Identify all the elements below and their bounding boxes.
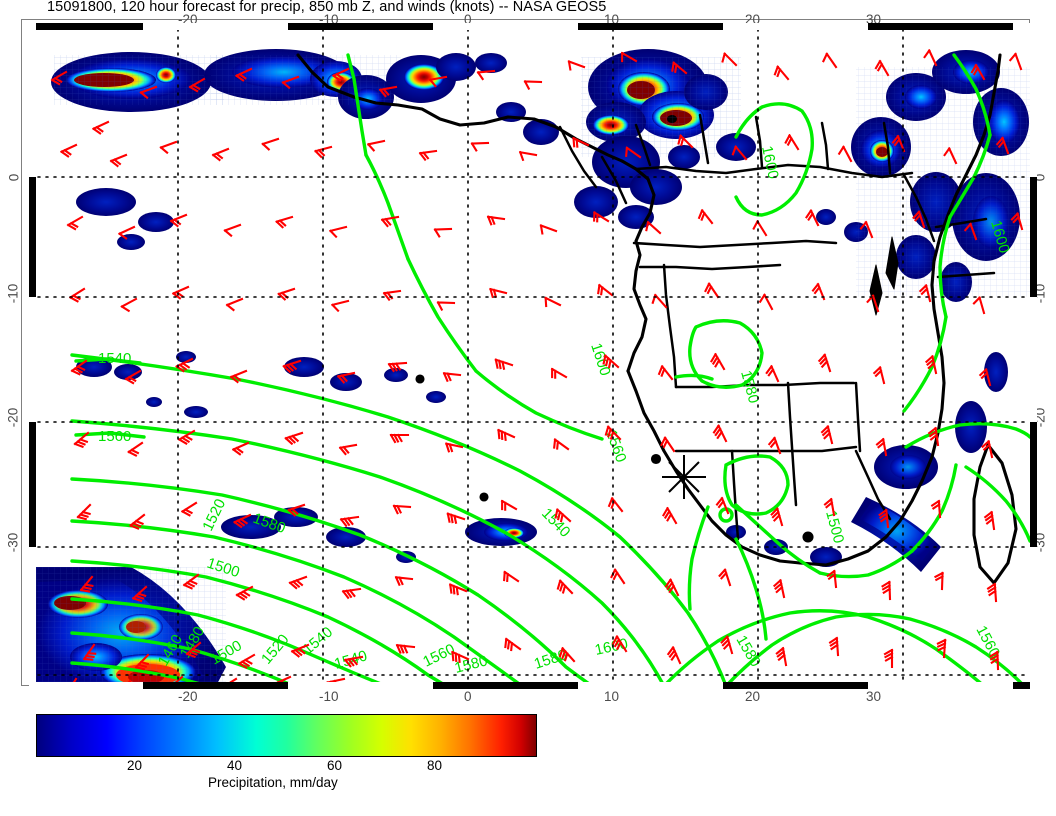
frame-bottom-seg-3 bbox=[433, 682, 578, 689]
map-canvas: 1540 1560 1580 1540 1560 1580 1600 1600 … bbox=[36, 27, 1030, 686]
x-tick-bottom-2: 0 bbox=[464, 689, 472, 704]
frame-left-seg-4 bbox=[29, 547, 36, 686]
colorbar-tick-20: 20 bbox=[127, 758, 143, 773]
colorbar-gradient bbox=[37, 715, 536, 756]
coastline-layer bbox=[296, 53, 1018, 585]
colorbar-caption: Precipitation, mm/day bbox=[208, 775, 338, 790]
contour-label-1560: 1560 bbox=[98, 428, 131, 445]
page-title: 15091800, 120 hour forecast for precip, … bbox=[47, 0, 607, 15]
y-tick-left-3: -30 bbox=[5, 532, 21, 553]
x-tick-bottom-0: -20 bbox=[178, 689, 198, 704]
height-contour-layer bbox=[70, 53, 1030, 686]
frame-top-seg-7 bbox=[1013, 23, 1030, 30]
frame-right-seg-4 bbox=[1030, 547, 1037, 686]
y-tick-left-0: 0 bbox=[6, 173, 22, 182]
colorbar-tick-40: 40 bbox=[227, 758, 243, 773]
contour-label-1540: 1540 bbox=[98, 350, 131, 367]
frame-left-seg-2 bbox=[29, 297, 36, 422]
frame-right-seg-2 bbox=[1030, 297, 1037, 422]
frame-right-seg-1 bbox=[1030, 177, 1037, 297]
colorbar-tick-80: 80 bbox=[427, 758, 443, 773]
station-marker bbox=[662, 455, 706, 499]
frame-bottom-seg-5 bbox=[723, 682, 868, 689]
x-tick-bottom-1: -10 bbox=[319, 689, 339, 704]
frame-bottom-seg-0 bbox=[36, 682, 143, 689]
frame-left-seg-0 bbox=[29, 27, 36, 177]
frame-left-seg-3 bbox=[29, 422, 36, 547]
frame-bottom-seg-4 bbox=[578, 682, 723, 689]
contour-label-1600a: 1600 bbox=[758, 144, 782, 180]
frame-top-seg-3 bbox=[433, 23, 578, 30]
gridline-layer bbox=[37, 28, 1029, 685]
frame-bottom-seg-1 bbox=[143, 682, 288, 689]
frame-left-seg-1 bbox=[29, 177, 36, 297]
frame-top-seg-6 bbox=[868, 23, 1013, 30]
x-tick-top-2: 0 bbox=[464, 12, 472, 27]
frame-top-seg-0 bbox=[36, 23, 143, 30]
frame-top-seg-5 bbox=[723, 23, 868, 30]
frame-bottom-seg-2 bbox=[288, 682, 433, 689]
frame-top-seg-2 bbox=[288, 23, 433, 30]
x-tick-bottom-5: 30 bbox=[866, 689, 882, 704]
frame-right-seg-0 bbox=[1030, 27, 1037, 177]
y-tick-left-2: -20 bbox=[5, 407, 21, 428]
frame-top-seg-4 bbox=[578, 23, 723, 30]
y-tick-left-1: -10 bbox=[5, 283, 21, 304]
frame-top-seg-1 bbox=[143, 23, 288, 30]
colorbar-tick-60: 60 bbox=[327, 758, 343, 773]
colorbar bbox=[36, 714, 537, 757]
precipitation-layer bbox=[36, 49, 1030, 686]
frame-right-seg-3 bbox=[1030, 422, 1037, 547]
x-tick-bottom-3: 10 bbox=[604, 689, 620, 704]
frame-bottom-seg-7 bbox=[1013, 682, 1030, 689]
x-tick-bottom-4: 20 bbox=[745, 689, 761, 704]
frame-bottom-seg-6 bbox=[868, 682, 1013, 689]
map-plot-area: 1540 1560 1580 1540 1560 1580 1600 1600 … bbox=[36, 27, 1030, 686]
